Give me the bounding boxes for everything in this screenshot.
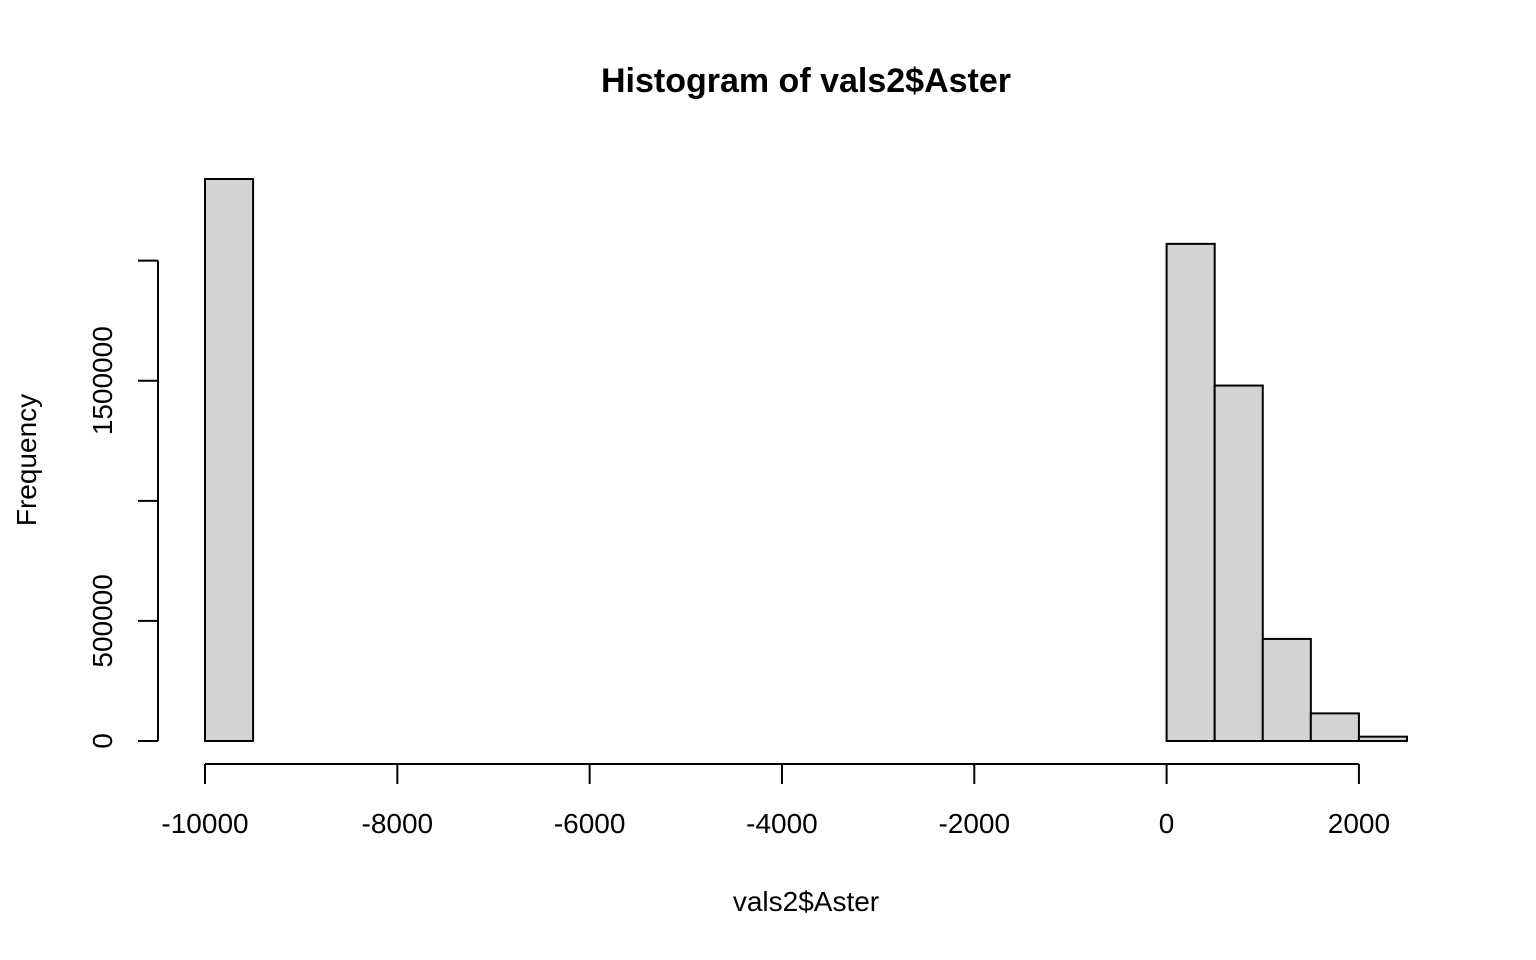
- x-tick-label-1: -8000: [362, 808, 434, 839]
- x-tick-label-2: -6000: [554, 808, 626, 839]
- histogram-bar-21: [1213, 384, 1264, 742]
- histogram-bar-20: [1165, 242, 1216, 742]
- y-tick-label-0: 0: [87, 733, 118, 749]
- y-tick-label-3: 1500000: [87, 326, 118, 435]
- histogram-bar-24: [1357, 735, 1409, 743]
- histogram-bar-23: [1309, 712, 1360, 743]
- histogram-bar-22: [1261, 637, 1312, 743]
- x-tick-label-0: -10000: [161, 808, 248, 839]
- y-tick-label-1: 500000: [87, 574, 118, 667]
- x-tick-label-5: 0: [1159, 808, 1175, 839]
- x-tick-label-3: -4000: [746, 808, 818, 839]
- histogram-bar-0: [204, 178, 255, 742]
- y-axis-label: Frequency: [11, 394, 42, 526]
- bars-group: [204, 178, 1409, 743]
- chart-title: Histogram of vals2$Aster: [601, 62, 1011, 100]
- x-axis-label: vals2$Aster: [733, 886, 879, 917]
- x-tick-label-6: 2000: [1328, 808, 1390, 839]
- y-axis: 0 500000 1500000: [87, 259, 159, 749]
- x-axis: -10000 -8000 -6000 -4000 -2000 0 2000: [161, 763, 1390, 839]
- x-tick-label-4: -2000: [938, 808, 1010, 839]
